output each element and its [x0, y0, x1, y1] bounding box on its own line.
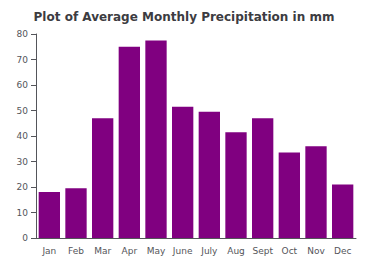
svg-text:Mar: Mar [94, 246, 111, 256]
svg-text:20: 20 [17, 182, 29, 192]
svg-text:June: June [172, 246, 193, 256]
svg-text:Oct: Oct [282, 246, 298, 256]
svg-text:Feb: Feb [68, 246, 84, 256]
svg-text:10: 10 [17, 208, 29, 218]
svg-text:Jan: Jan [41, 246, 56, 256]
svg-text:Dec: Dec [334, 246, 351, 256]
svg-text:60: 60 [17, 80, 29, 90]
svg-text:Apr: Apr [122, 246, 138, 256]
svg-text:70: 70 [17, 55, 29, 65]
svg-text:80: 80 [17, 29, 29, 39]
svg-text:July: July [200, 246, 218, 256]
svg-text:Plot of Average Monthly Precip: Plot of Average Monthly Precipitation in… [34, 10, 335, 24]
svg-text:50: 50 [17, 106, 29, 116]
svg-text:0: 0 [22, 233, 28, 243]
svg-text:Sept: Sept [252, 246, 273, 256]
svg-text:Aug: Aug [227, 246, 245, 256]
svg-text:40: 40 [17, 131, 29, 141]
svg-text:30: 30 [17, 157, 29, 167]
svg-text:Nov: Nov [307, 246, 325, 256]
svg-text:May: May [147, 246, 166, 256]
